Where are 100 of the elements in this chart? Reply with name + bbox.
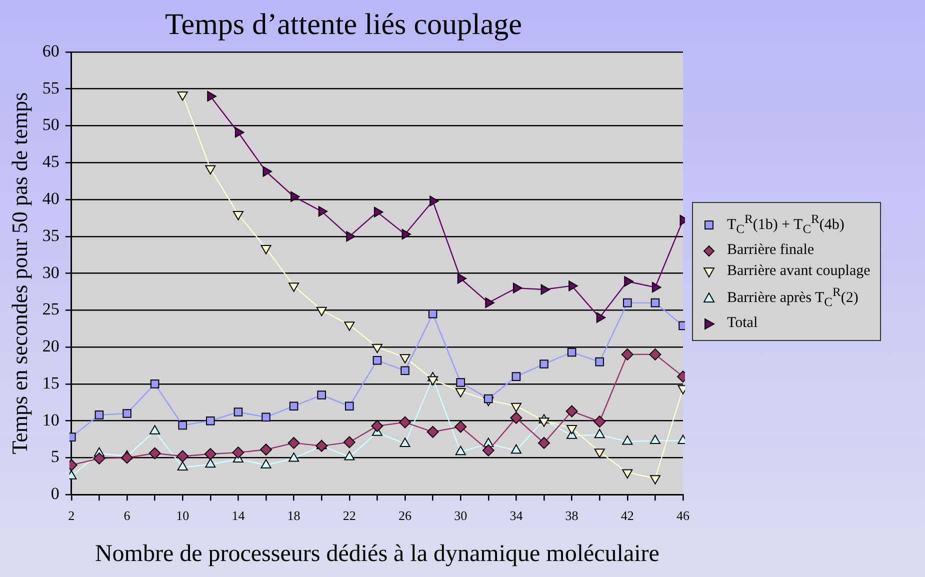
point <box>540 284 550 295</box>
point <box>260 459 272 468</box>
point <box>150 380 160 388</box>
y-tick-label: 15 <box>42 373 60 392</box>
point <box>288 436 300 449</box>
point <box>343 436 356 448</box>
x-tick-label: 18 <box>287 508 300 523</box>
point <box>624 276 634 287</box>
point <box>454 420 467 433</box>
point <box>540 360 548 368</box>
y-tick-label: 10 <box>42 410 60 430</box>
legend-label: Barrière avant couplage <box>727 262 870 281</box>
x-axis-title: Nombre de processeurs dédiés à la dynamique moléculaire <box>94 540 660 567</box>
point <box>346 231 356 242</box>
point <box>176 450 189 462</box>
y-axis-title: Temps en secondes pour 50 pas de temps <box>6 92 32 454</box>
point <box>316 440 328 452</box>
point <box>260 244 272 254</box>
point <box>621 348 634 360</box>
point <box>371 420 384 432</box>
point <box>317 390 326 400</box>
point <box>372 356 382 365</box>
x-tick-label: 30 <box>454 508 468 523</box>
point <box>205 458 216 468</box>
y-tick-label: 35 <box>42 226 60 245</box>
point <box>260 444 272 456</box>
x-tick-label: 46 <box>676 508 690 523</box>
y-tick-label: 20 <box>42 336 60 356</box>
point <box>538 436 550 449</box>
y-tick-label: 30 <box>42 262 60 282</box>
point <box>316 306 327 316</box>
point <box>512 372 521 381</box>
point <box>512 282 522 294</box>
point <box>567 348 576 357</box>
point <box>262 412 270 422</box>
point <box>596 312 606 323</box>
point <box>206 416 215 426</box>
y-tick-label: 25 <box>42 300 60 319</box>
point <box>344 322 355 331</box>
point <box>652 282 662 293</box>
point <box>93 452 106 464</box>
point <box>400 366 410 376</box>
point <box>594 416 606 428</box>
x-tick-label: 42 <box>620 508 634 523</box>
point <box>457 273 467 284</box>
y-tick-label: 50 <box>42 115 60 134</box>
y-tick-label: 40 <box>42 189 60 208</box>
y-tick-label: 5 <box>50 447 60 466</box>
point <box>148 447 161 460</box>
point <box>623 298 632 308</box>
point <box>289 402 298 410</box>
point <box>566 405 578 418</box>
point <box>177 461 188 471</box>
point <box>510 444 522 454</box>
legend-label: T$_{C}$$^{R}$(1b) + T$_{C}$$^{R}$(4b) <box>727 211 844 238</box>
point <box>455 446 466 456</box>
point <box>374 206 384 218</box>
point <box>204 448 216 460</box>
point <box>344 450 355 460</box>
point <box>262 166 272 177</box>
point <box>622 435 633 445</box>
point <box>94 410 104 420</box>
point <box>649 348 662 360</box>
point <box>650 298 660 308</box>
point <box>234 127 244 138</box>
point <box>234 408 243 416</box>
point <box>288 452 300 462</box>
point <box>482 444 494 456</box>
point <box>426 426 439 438</box>
point <box>484 394 493 404</box>
point <box>402 228 411 240</box>
point <box>205 165 216 175</box>
legend-label: Total <box>727 314 758 333</box>
point <box>232 211 244 220</box>
y-tick-label: 0 <box>50 484 60 504</box>
point <box>485 298 494 308</box>
point <box>288 282 300 292</box>
point <box>177 92 188 101</box>
y-tick-label: 45 <box>42 152 60 172</box>
point <box>430 196 439 206</box>
x-tick-label: 34 <box>510 508 524 523</box>
point <box>510 412 522 424</box>
point <box>178 420 187 430</box>
chart-title: Temps d’attente liés couplage <box>165 8 522 41</box>
legend-label: Barrière après T$_{C}$$^{R}$(2) <box>727 284 858 311</box>
point <box>318 206 328 217</box>
point <box>399 416 411 428</box>
point <box>150 425 160 434</box>
point <box>400 438 410 447</box>
y-tick-label: 55 <box>42 78 60 98</box>
point <box>345 402 354 410</box>
x-tick-label: 6 <box>124 508 131 523</box>
point <box>121 452 133 464</box>
point <box>207 90 216 102</box>
point <box>290 191 300 202</box>
point <box>232 446 244 459</box>
point <box>650 434 660 444</box>
point <box>122 409 132 418</box>
point <box>456 378 465 387</box>
x-tick-label: 14 <box>232 508 246 523</box>
